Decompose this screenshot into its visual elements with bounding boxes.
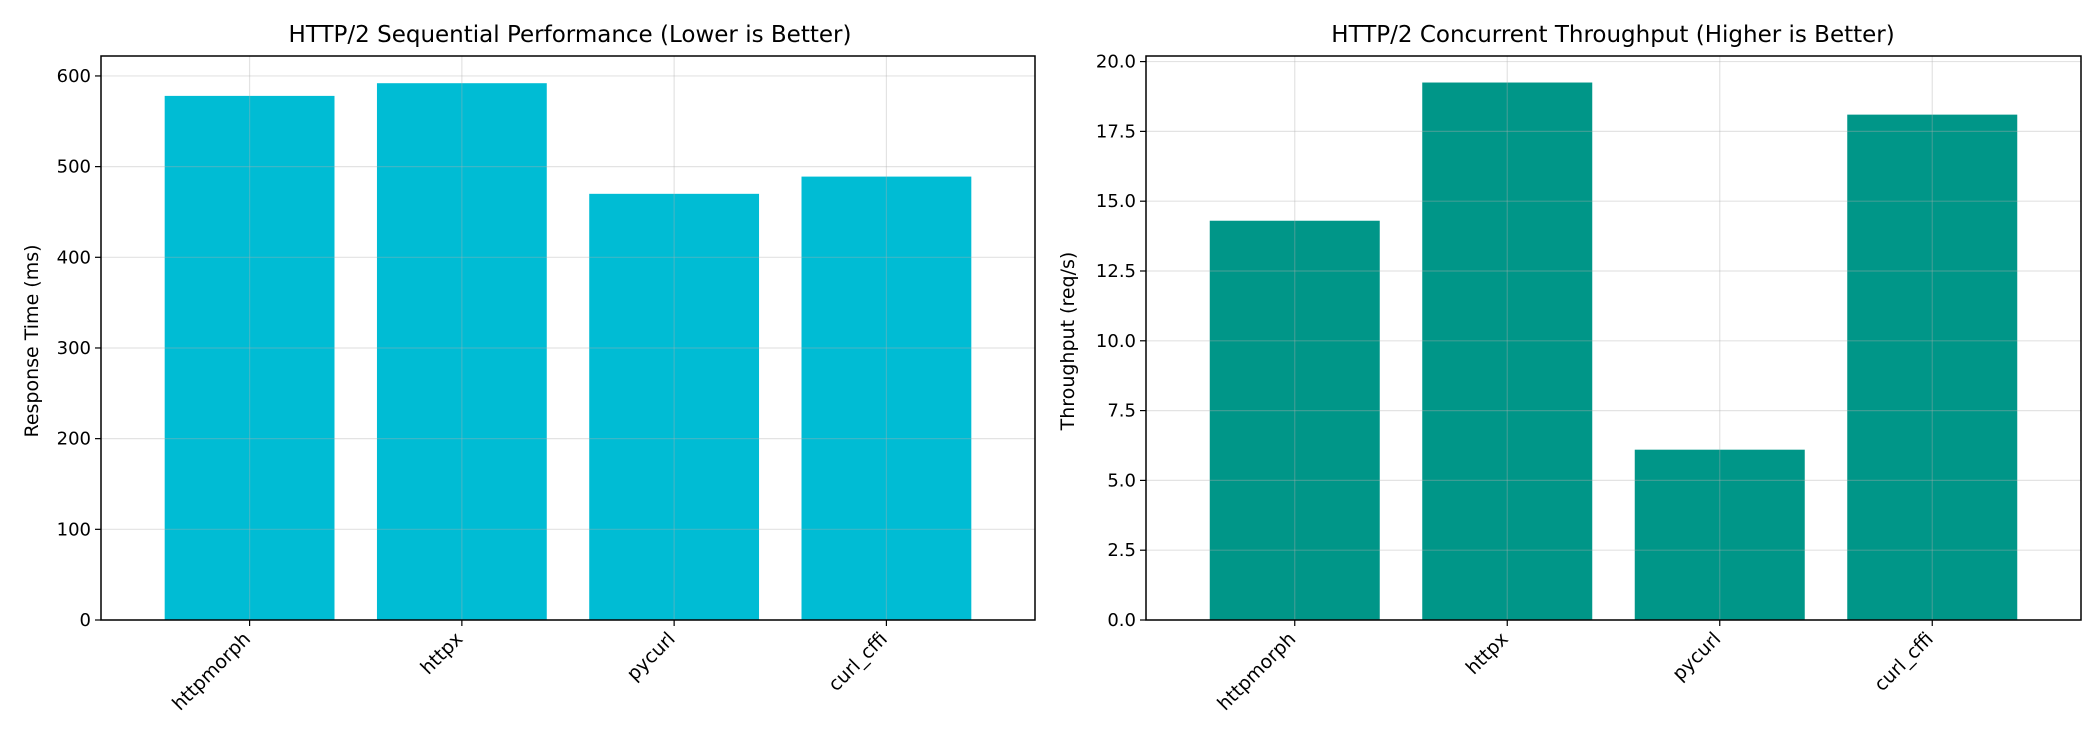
x-tick-label: pycurl [622, 628, 679, 685]
bar-pycurl [589, 193, 760, 621]
y-tick-label: 0.0 [1107, 610, 1136, 631]
bar-httpx [1422, 82, 1593, 620]
x-tick-label: httpx [1462, 628, 1513, 679]
bar-httpx [376, 83, 547, 620]
bar-httpmorph [1209, 220, 1380, 620]
x-tick-label: httpmorph [168, 628, 255, 715]
x-tick-label: httpmorph [1213, 628, 1300, 715]
x-tick-label: curl_cffi [824, 628, 892, 696]
bar-curl_cffi [801, 176, 972, 620]
chart-panel-response-time: HTTP/2 Sequential Performance (Lower is … [21, 22, 1036, 715]
y-axis-label: Response Time (ms) [21, 244, 43, 437]
x-tick-label: pycurl [1668, 628, 1725, 685]
chart-title: HTTP/2 Sequential Performance (Lower is … [289, 22, 852, 48]
y-tick-label: 2.5 [1107, 540, 1136, 561]
y-tick-label: 5.0 [1107, 470, 1136, 491]
x-tick-label: httpx [416, 628, 467, 679]
y-tick-label: 100 [57, 519, 91, 540]
y-tick-label: 20.0 [1096, 52, 1136, 73]
y-tick-label: 200 [57, 429, 91, 450]
y-tick-label: 600 [57, 66, 91, 87]
bar-pycurl [1634, 449, 1805, 620]
bar-httpmorph [164, 95, 335, 621]
y-tick-label: 17.5 [1096, 121, 1136, 142]
y-tick-label: 15.0 [1096, 191, 1136, 212]
y-tick-label: 7.5 [1107, 401, 1136, 422]
y-tick-label: 12.5 [1096, 261, 1136, 282]
bar-curl_cffi [1847, 114, 2018, 620]
y-tick-label: 300 [57, 338, 91, 359]
plot-frame [1145, 55, 2082, 621]
x-tick-label: curl_cffi [1870, 628, 1938, 696]
y-tick-label: 400 [57, 247, 91, 268]
y-axis-label: Throughput (req/s) [1057, 252, 1079, 432]
chart-title: HTTP/2 Concurrent Throughput (Higher is … [1331, 22, 1894, 48]
plot-frame [100, 55, 1036, 621]
y-tick-label: 10.0 [1096, 331, 1136, 352]
y-tick-label: 0 [80, 610, 91, 631]
chart-panel-throughput: HTTP/2 Concurrent Throughput (Higher is … [1057, 22, 2082, 715]
y-tick-label: 500 [57, 157, 91, 178]
